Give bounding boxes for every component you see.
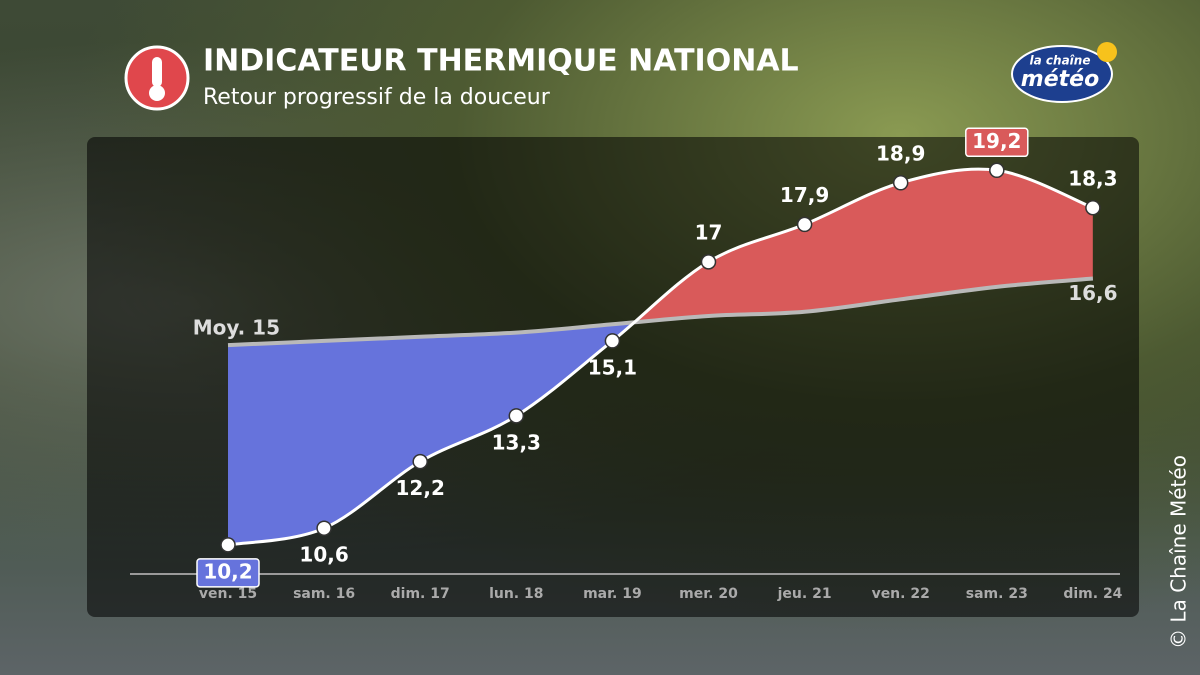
value-label: 10,6 (299, 543, 348, 567)
logo-text: météo (1021, 67, 1099, 92)
label-box (196, 558, 260, 588)
x-tick-label: dim. 24 (1063, 586, 1122, 602)
temperature-line (227, 167, 1094, 547)
value-label: 18,9 (876, 141, 925, 165)
value-label: 18,3 (1068, 166, 1117, 190)
thermometer-stem (152, 57, 162, 87)
value-label: 19,2 (972, 129, 1021, 153)
value-label: 17,9 (780, 183, 829, 207)
data-point (989, 162, 1005, 179)
x-tick-label: ven. 15 (199, 586, 257, 602)
copyright: © La Chaîne Météo (1167, 455, 1191, 649)
logo (1011, 45, 1113, 103)
value-label: 17 (695, 220, 723, 244)
x-tick-label: ven. 22 (872, 586, 930, 602)
normal-line (227, 276, 1094, 348)
logo-sun (1097, 42, 1117, 62)
x-tick-label: mar. 19 (583, 586, 642, 602)
value-label: 13,3 (492, 430, 541, 454)
normal-label: 16,6 (1068, 281, 1117, 305)
above-normal-area (228, 169, 1093, 346)
value-label: 10,2 (203, 559, 252, 583)
data-point (508, 408, 525, 424)
title: INDICATEUR THERMIQUE NATIONAL (203, 44, 799, 79)
data-point (892, 175, 909, 191)
x-tick-label: mer. 20 (679, 586, 738, 602)
data-point (412, 453, 428, 470)
x-tick-label: sam. 23 (966, 586, 1028, 602)
x-tick-label: jeu. 21 (777, 586, 832, 602)
data-point (796, 216, 813, 233)
data-point (220, 537, 236, 553)
normal-label: Moy. 15 (193, 316, 280, 340)
value-label: 12,2 (396, 476, 445, 500)
x-tick-label: dim. 17 (391, 586, 450, 602)
data-point (1085, 200, 1101, 216)
data-point (700, 254, 717, 270)
data-point (604, 333, 621, 349)
subtitle: Retour progressif de la douceur (203, 85, 551, 110)
logo-text: la chaîne (1030, 54, 1091, 68)
label-box (965, 127, 1029, 158)
x-tick-label: lun. 18 (489, 586, 543, 602)
value-label: 15,1 (588, 355, 637, 379)
data-point (316, 520, 332, 536)
x-tick-label: sam. 16 (293, 586, 355, 602)
thermometer-bulb (149, 85, 165, 101)
